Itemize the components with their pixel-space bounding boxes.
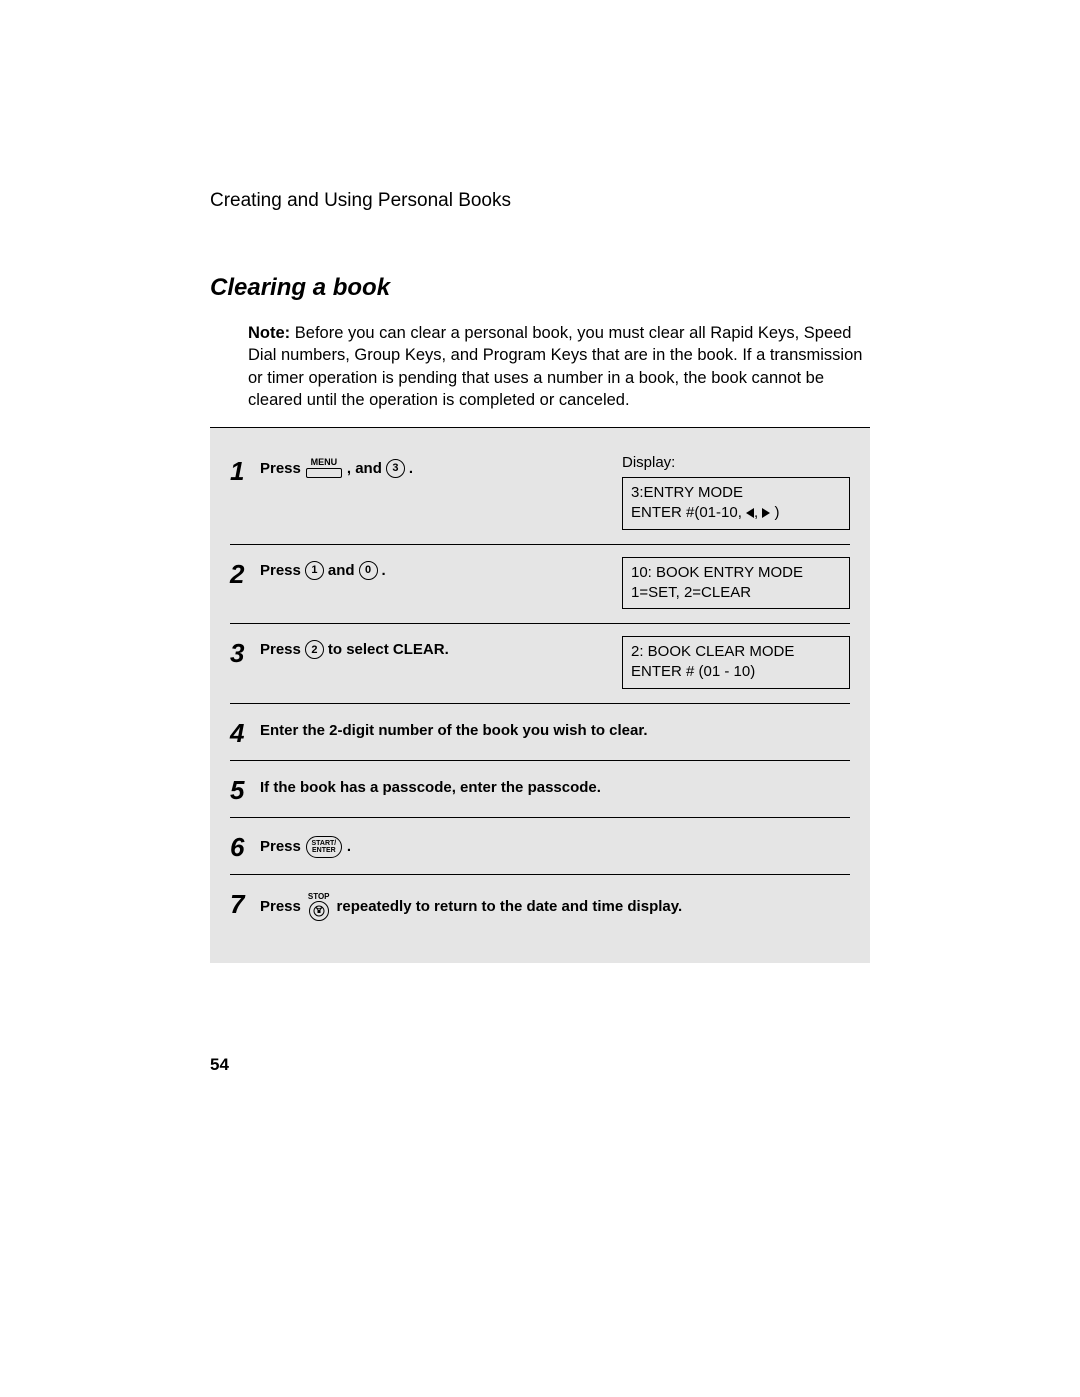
step-number: 1 [230,458,260,484]
rest-text: to select CLEAR. [328,641,449,658]
press-text: Press [260,460,301,477]
step-instruction: Press START/ ENTER . [260,830,850,858]
press-text: Press [260,898,301,915]
dot-text: . [409,460,413,477]
note-paragraph: Note: Before you can clear a personal bo… [248,322,870,411]
display-line: ENTER # (01 - 10) [631,662,841,682]
display-line: 2: BOOK CLEAR MODE [631,642,841,662]
display-line: 1=SET, 2=CLEAR [631,583,841,603]
display-text: , [754,504,762,521]
step-number: 5 [230,777,260,803]
dot-text: . [382,562,386,579]
key-2-icon: 2 [305,640,324,659]
manual-page: Creating and Using Personal Books Cleari… [0,0,1080,963]
press-text: Press [260,641,301,658]
press-text: Press [260,838,301,855]
step-instruction: Press 2 to select CLEAR. [260,636,622,659]
step-number: 2 [230,561,260,587]
step-row: 2 Press 1 and 0 . 10: BOOK ENTRY MODE 1=… [230,545,850,625]
step-row: 4 Enter the 2-digit number of the book y… [230,704,850,761]
note-text: Before you can clear a personal book, yo… [248,324,862,409]
step-instruction: If the book has a passcode, enter the pa… [260,773,850,796]
key-0-icon: 0 [359,561,378,580]
step-number: 4 [230,720,260,746]
step-instruction: Press 1 and 0 . [260,557,622,580]
press-text: Press [260,562,301,579]
rest-text: repeatedly to return to the date and tim… [337,898,683,915]
menu-key-icon: MENU [306,458,342,478]
display-label: Display: [622,454,850,471]
stop-glyph-icon [313,905,325,917]
step-row: 3 Press 2 to select CLEAR. 2: BOOK CLEAR… [230,624,850,704]
display-box: 10: BOOK ENTRY MODE 1=SET, 2=CLEAR [622,557,850,610]
display-line: ENTER #(01-10, , ) [631,503,841,523]
display-line: 3:ENTRY MODE [631,483,841,503]
section-title: Clearing a book [210,274,870,302]
steps-panel: 1 Press MENU , and 3 . Display: 3:ENTRY … [210,427,870,963]
step-row: 7 Press STOP repeatedly to return to the… [230,875,850,935]
display-text: ) [770,504,779,521]
display-box: 3:ENTRY MODE ENTER #(01-10, , ) [622,477,850,530]
key-3-icon: 3 [386,459,405,478]
dot-text: . [347,838,351,855]
stop-key-label: STOP [308,893,330,901]
and-text: and [328,562,355,579]
stop-key-icon: STOP [308,893,330,921]
key-1-icon: 1 [305,561,324,580]
step-instruction: Enter the 2-digit number of the book you… [260,716,850,739]
step-number: 6 [230,834,260,860]
start-enter-key-icon: START/ ENTER [306,836,342,858]
display-text: ENTER #(01-10, [631,504,746,521]
step-row: 1 Press MENU , and 3 . Display: 3:ENTRY … [230,442,850,545]
start-key-line1: START/ [311,840,336,847]
step-row: 6 Press START/ ENTER . [230,818,850,875]
display-line: 10: BOOK ENTRY MODE [631,563,841,583]
display-box: 2: BOOK CLEAR MODE ENTER # (01 - 10) [622,636,850,689]
step-row: 5 If the book has a passcode, enter the … [230,761,850,818]
page-number: 54 [210,1055,229,1075]
start-key-line2: ENTER [312,847,336,854]
left-arrow-icon [746,508,754,518]
step-instruction: Press STOP repeatedly to return to the d… [260,887,850,921]
step-number: 3 [230,640,260,666]
and-text: , and [347,460,382,477]
step-number: 7 [230,891,260,917]
menu-key-label: MENU [311,458,338,467]
note-label: Note: [248,324,290,342]
stop-key-circle [309,901,329,921]
page-header: Creating and Using Personal Books [210,190,870,212]
menu-key-rect [306,468,342,478]
step-instruction: Press MENU , and 3 . [260,454,622,478]
